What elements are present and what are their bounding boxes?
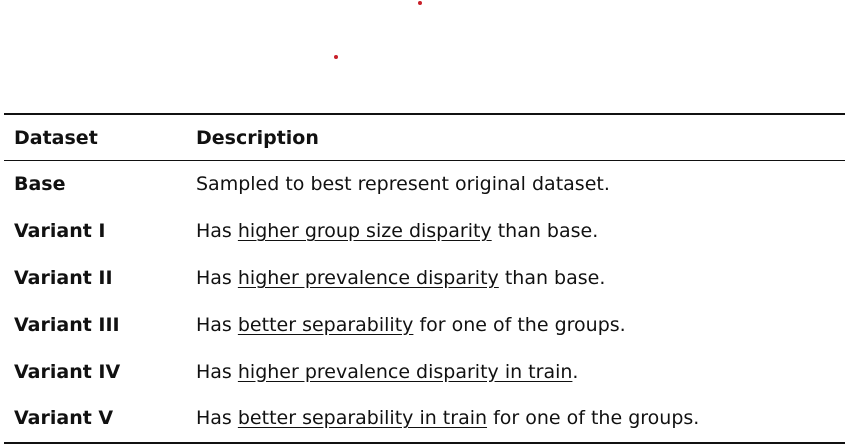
description-prefix: Has [196,313,238,336]
dataset-description: Sampled to best represent original datas… [196,161,845,208]
description-emphasis: higher group size disparity [237,220,492,243]
dataset-name: Variant I [14,220,106,243]
column-header-dataset: Dataset [14,126,98,149]
description-text: Sampled to best represent original datas… [196,173,610,196]
description-prefix: Has [196,220,238,243]
table-row: Variant II Has higher prevalence dispari… [4,255,845,302]
description-suffix: than base. [491,220,599,243]
dataset-name: Variant III [14,313,120,336]
table-body: Base Sampled to best represent original … [4,161,845,443]
description-suffix: than base. [498,266,606,289]
description-prefix: Has [196,407,238,430]
dataset-description: Has better separability for one of the g… [196,301,845,348]
dataset-description: Has higher group size disparity than bas… [196,208,845,255]
table-header: Dataset Description [4,114,845,161]
dataset-name: Variant V [14,407,114,430]
table-row: Variant I Has higher group size disparit… [4,208,845,255]
description-prefix: Has [196,360,238,383]
dataset-name: Variant II [14,266,113,289]
dataset-description: Has better separability in train for one… [196,395,845,443]
table-row: Variant V Has better separability in tra… [4,395,845,443]
dataset-name: Base [14,173,66,196]
dataset-description: Has higher prevalence disparity than bas… [196,255,845,302]
description-emphasis: better separability [237,313,414,336]
dataset-description: Has higher prevalence disparity in train… [196,348,845,395]
description-suffix: for one of the groups. [487,407,700,430]
table-row: Variant IV Has higher prevalence dispari… [4,348,845,395]
description-emphasis: higher prevalence disparity [237,266,499,289]
column-header-description: Description [196,126,319,149]
description-suffix: for one of the groups. [413,313,626,336]
red-dot-marker [334,55,338,59]
description-suffix: . [572,360,579,383]
dataset-table: Dataset Description Base Sampled to best… [4,113,845,444]
table-row: Base Sampled to best represent original … [4,161,845,208]
dataset-name: Variant IV [14,360,121,383]
red-dot-marker [418,1,422,5]
description-emphasis: better separability in train [237,407,488,430]
description-emphasis: higher prevalence disparity in train [237,360,573,383]
description-prefix: Has [196,266,238,289]
table-row: Variant III Has better separability for … [4,301,845,348]
header-row: Dataset Description [4,114,845,161]
